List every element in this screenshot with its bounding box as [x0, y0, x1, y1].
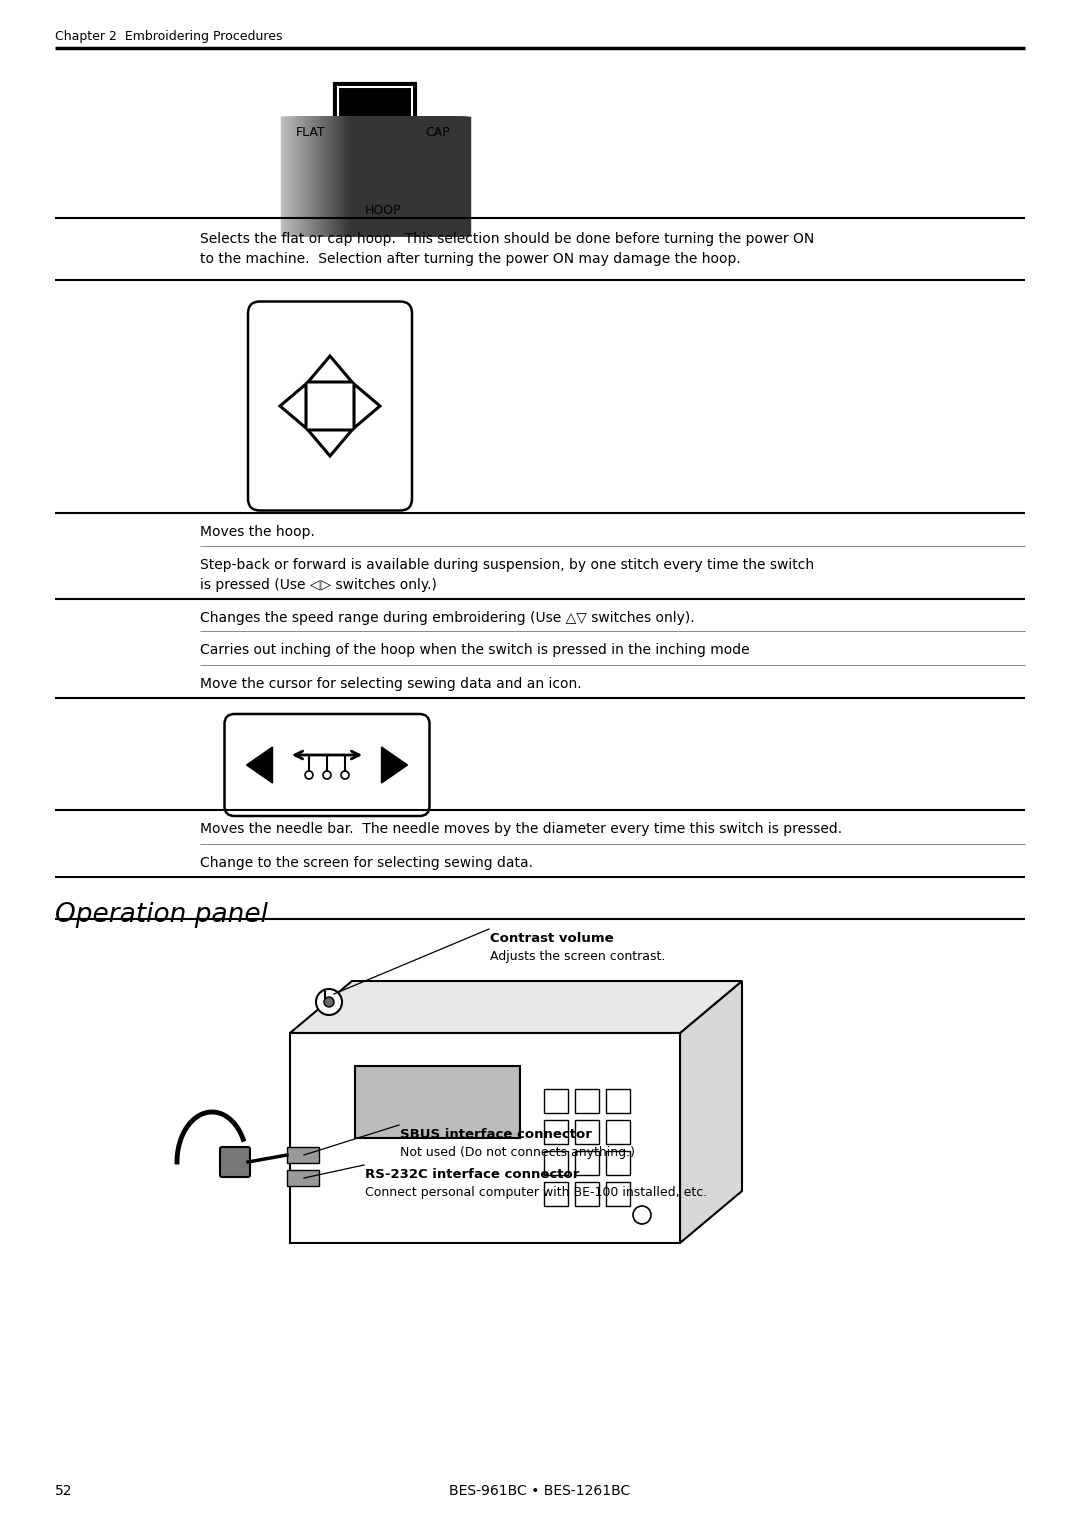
- FancyBboxPatch shape: [544, 1120, 568, 1144]
- FancyBboxPatch shape: [575, 1151, 599, 1175]
- FancyBboxPatch shape: [544, 1089, 568, 1112]
- Text: Change to the screen for selecting sewing data.: Change to the screen for selecting sewin…: [200, 856, 534, 869]
- Text: Not used (Do not connects anything.): Not used (Do not connects anything.): [400, 1146, 635, 1160]
- Circle shape: [633, 1206, 651, 1224]
- Text: Adjusts the screen contrast.: Adjusts the screen contrast.: [490, 950, 665, 963]
- Circle shape: [341, 772, 349, 779]
- Text: Carries out inching of the hoop when the switch is pressed in the inching mode: Carries out inching of the hoop when the…: [200, 643, 750, 657]
- Circle shape: [324, 996, 334, 1007]
- FancyBboxPatch shape: [248, 301, 411, 510]
- Text: Chapter 2  Embroidering Procedures: Chapter 2 Embroidering Procedures: [55, 31, 283, 43]
- FancyBboxPatch shape: [220, 1148, 249, 1177]
- Polygon shape: [291, 1033, 680, 1242]
- Text: is pressed (Use ◁▷ switches only.): is pressed (Use ◁▷ switches only.): [200, 578, 437, 591]
- Polygon shape: [680, 981, 742, 1242]
- Polygon shape: [280, 384, 306, 428]
- Circle shape: [323, 772, 330, 779]
- FancyBboxPatch shape: [606, 1151, 630, 1175]
- FancyBboxPatch shape: [575, 1183, 599, 1206]
- Text: 52: 52: [55, 1484, 72, 1497]
- FancyBboxPatch shape: [606, 1120, 630, 1144]
- Text: to the machine.  Selection after turning the power ON may damage the hoop.: to the machine. Selection after turning …: [200, 252, 741, 266]
- Text: Connect personal computer with BE-100 installed, etc.: Connect personal computer with BE-100 in…: [365, 1186, 707, 1199]
- Text: HOOP: HOOP: [365, 205, 402, 217]
- Text: Moves the hoop.: Moves the hoop.: [200, 526, 315, 539]
- Polygon shape: [291, 981, 742, 1033]
- Text: RS-232C interface connector: RS-232C interface connector: [365, 1167, 579, 1181]
- Text: Selects the flat or cap hoop.  This selection should be done before turning the : Selects the flat or cap hoop. This selec…: [200, 232, 814, 246]
- FancyBboxPatch shape: [575, 1089, 599, 1112]
- FancyBboxPatch shape: [606, 1183, 630, 1206]
- Polygon shape: [308, 429, 352, 455]
- Polygon shape: [308, 356, 352, 382]
- Text: FLAT: FLAT: [295, 127, 325, 139]
- Text: BES-961BC • BES-1261BC: BES-961BC • BES-1261BC: [449, 1484, 631, 1497]
- FancyBboxPatch shape: [287, 1148, 319, 1163]
- Circle shape: [305, 772, 313, 779]
- Polygon shape: [354, 384, 380, 428]
- FancyBboxPatch shape: [575, 1120, 599, 1144]
- Text: CAP: CAP: [426, 127, 449, 139]
- FancyBboxPatch shape: [355, 1067, 519, 1138]
- Text: Operation panel: Operation panel: [55, 902, 268, 927]
- Polygon shape: [381, 747, 407, 782]
- Text: Step-back or forward is available during suspension, by one stitch every time th: Step-back or forward is available during…: [200, 558, 814, 571]
- FancyBboxPatch shape: [335, 84, 415, 182]
- Text: SBUS interface connector: SBUS interface connector: [400, 1128, 592, 1141]
- FancyBboxPatch shape: [606, 1089, 630, 1112]
- FancyBboxPatch shape: [287, 1170, 319, 1186]
- FancyBboxPatch shape: [544, 1151, 568, 1175]
- Text: Moves the needle bar.  The needle moves by the diameter every time this switch i: Moves the needle bar. The needle moves b…: [200, 822, 842, 836]
- Text: Changes the speed range during embroidering (Use △▽ switches only).: Changes the speed range during embroider…: [200, 611, 694, 625]
- Text: Move the cursor for selecting sewing data and an icon.: Move the cursor for selecting sewing dat…: [200, 677, 582, 691]
- Polygon shape: [246, 747, 272, 782]
- Circle shape: [316, 989, 342, 1015]
- Text: Contrast volume: Contrast volume: [490, 932, 613, 944]
- FancyBboxPatch shape: [544, 1183, 568, 1206]
- FancyBboxPatch shape: [225, 714, 430, 816]
